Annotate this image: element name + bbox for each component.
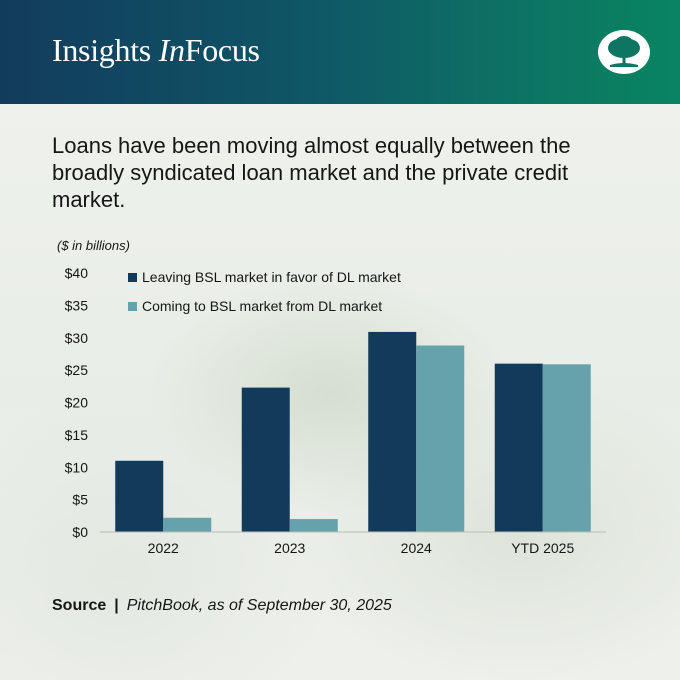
y-tick-label: $5 xyxy=(72,492,88,508)
brand-part-insights: Insights xyxy=(52,32,159,68)
legend-swatch xyxy=(128,302,137,311)
bar-leaving-bsl-2022 xyxy=(115,460,164,532)
header-banner: Insights InFocus xyxy=(0,0,680,104)
y-tick-label: $20 xyxy=(65,395,89,411)
y-tick-label: $25 xyxy=(65,362,89,378)
bar-chart: ($ in billions) $0 $5 $10 $15 $20 $25 $30 $35 $4… xyxy=(57,238,606,556)
source-note: Source | PitchBook, as of September 30, 20… xyxy=(52,597,392,615)
headline: Loans have been moving almost equally be… xyxy=(52,133,571,212)
tree-logo-icon xyxy=(598,30,650,74)
y-tick-label: $15 xyxy=(65,427,89,443)
y-tick-label: $0 xyxy=(72,524,88,540)
y-tick-label: $10 xyxy=(65,459,89,475)
brand-part-in: In xyxy=(158,32,185,68)
x-tick-label: YTD 2025 xyxy=(511,540,574,556)
bar-coming-to-bsl-ytd-2025 xyxy=(542,364,591,532)
legend-swatch xyxy=(128,273,137,282)
x-axis: 2022 2023 2024 YTD 2025 xyxy=(148,540,575,556)
bar-coming-to-bsl-2024 xyxy=(416,345,465,532)
y-tick-label: $30 xyxy=(65,330,89,346)
legend-label: Leaving BSL market in favor of DL market xyxy=(142,269,401,285)
y-axis: $0 $5 $10 $15 $20 $25 $30 $35 $40 xyxy=(65,265,89,540)
source-text: PitchBook, as of September 30, 2025 xyxy=(126,597,392,614)
y-tick-label: $40 xyxy=(65,265,89,281)
bar-leaving-bsl-2023 xyxy=(241,387,290,532)
bar-leaving-bsl-2024 xyxy=(368,331,417,532)
bar-leaving-bsl-ytd-2025 xyxy=(494,363,543,532)
brand-part-focus: Focus xyxy=(184,32,260,68)
legend: Leaving BSL market in favor of DL market… xyxy=(128,269,401,314)
bars xyxy=(115,331,591,532)
x-tick-label: 2024 xyxy=(401,540,432,556)
x-tick-label: 2022 xyxy=(148,540,179,556)
bar-coming-to-bsl-2023 xyxy=(289,519,338,532)
legend-label: Coming to BSL market from DL market xyxy=(142,298,382,314)
source-label: Source xyxy=(52,597,107,614)
y-tick-label: $35 xyxy=(65,297,89,313)
source-separator: | xyxy=(114,597,119,614)
brand-title: Insights InFocus xyxy=(52,32,260,69)
x-tick-label: 2023 xyxy=(274,540,305,556)
bar-coming-to-bsl-2022 xyxy=(163,517,212,532)
unit-note: ($ in billions) xyxy=(57,238,130,253)
